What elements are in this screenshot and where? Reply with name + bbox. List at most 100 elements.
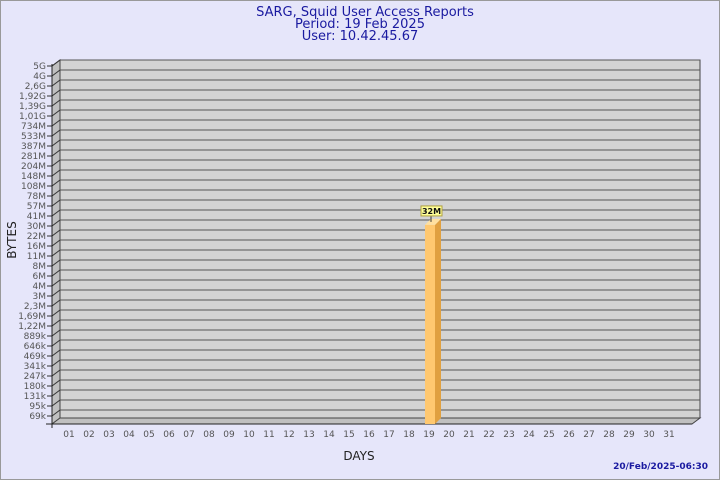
x-tick-label: 07 [183, 430, 194, 440]
y-tick-label: 4G [33, 72, 46, 82]
plot-back-wall [59, 59, 701, 419]
y-tick-diagonal [51, 149, 61, 157]
y-tick-diagonal [51, 199, 61, 207]
x-tick-label: 20 [443, 430, 455, 440]
y-tick-label: 4M [33, 282, 47, 292]
y-axis-label: BYTES [5, 221, 19, 258]
y-tick-diagonal [51, 209, 61, 217]
y-tick-label: 131k [24, 392, 47, 402]
y-tick-diagonal [51, 349, 61, 357]
y-tick-diagonal [51, 389, 61, 397]
chart-user: User: 10.42.45.67 [302, 29, 418, 44]
y-tick-diagonal [51, 269, 61, 277]
x-axis-label: DAYS [343, 449, 374, 463]
y-tick-label: 41M [27, 212, 46, 222]
x-tick-label: 27 [583, 430, 594, 440]
y-tick-label: 11M [27, 252, 46, 262]
y-tick-label: 1,01G [19, 112, 46, 122]
y-tick-label: 148M [21, 172, 46, 182]
x-tick-label: 04 [123, 430, 135, 440]
y-tick-diagonal [51, 139, 61, 147]
y-tick-label: 30M [27, 222, 46, 232]
y-tick-diagonal [51, 59, 61, 67]
y-tick-label: 1,69M [18, 312, 46, 322]
x-tick-label: 05 [143, 430, 154, 440]
x-tick-label: 17 [383, 430, 394, 440]
y-tick-label: 533M [21, 132, 46, 142]
y-tick-diagonal [51, 119, 61, 127]
x-tick-label: 28 [603, 430, 615, 440]
y-tick-diagonal [51, 109, 61, 117]
y-tick-label: 1,39G [19, 102, 46, 112]
y-tick-label: 57M [27, 202, 46, 212]
x-tick-label: 24 [523, 430, 535, 440]
x-tick-label: 21 [463, 430, 474, 440]
x-tick-label: 23 [503, 430, 514, 440]
y-tick-diagonal [51, 79, 61, 87]
x-tick-label: 11 [263, 430, 274, 440]
y-tick-diagonal [51, 369, 61, 377]
y-tick-label: 16M [27, 242, 46, 252]
y-tick-diagonal [51, 239, 61, 247]
y-tick-diagonal [51, 69, 61, 77]
y-tick-label: 8M [33, 262, 47, 272]
y-tick-label: 281M [21, 152, 46, 162]
y-tick-diagonal [51, 289, 61, 297]
x-tick-label: 30 [643, 430, 655, 440]
y-tick-diagonal [51, 169, 61, 177]
x-tick-label: 10 [243, 430, 255, 440]
x-tick-label: 03 [103, 430, 114, 440]
y-tick-diagonal [51, 299, 61, 307]
y-tick-diagonal [51, 249, 61, 257]
y-tick-label: 95k [29, 402, 46, 412]
x-tick-label: 19 [423, 430, 435, 440]
y-tick-diagonal [51, 259, 61, 267]
y-tick-diagonal [51, 319, 61, 327]
y-tick-diagonal [51, 359, 61, 367]
y-tick-label: 5G [33, 62, 46, 72]
chart-title: SARG, Squid User Access Reports [256, 5, 474, 20]
x-tick-label: 14 [323, 430, 335, 440]
x-tick-label: 12 [283, 430, 294, 440]
data-label-box [420, 205, 443, 217]
y-tick-diagonal [51, 409, 61, 417]
bar [425, 224, 435, 424]
y-tick-label: 387M [21, 142, 46, 152]
y-tick-label: 3M [33, 292, 47, 302]
x-tick-label: 09 [223, 430, 235, 440]
y-tick-diagonal [51, 129, 61, 137]
y-tick-label: 1,92G [19, 92, 46, 102]
y-tick-diagonal [51, 329, 61, 337]
x-tick-label: 13 [303, 430, 314, 440]
y-tick-label: 108M [21, 182, 46, 192]
y-tick-label: 78M [27, 192, 46, 202]
x-tick-label: 25 [543, 430, 554, 440]
x-tick-label: 16 [363, 430, 375, 440]
x-tick-label: 06 [163, 430, 175, 440]
x-tick-label: 31 [663, 430, 674, 440]
y-tick-diagonal [51, 99, 61, 107]
y-tick-label: 2,6G [25, 82, 46, 92]
y-tick-label: 247k [24, 372, 47, 382]
y-tick-diagonal [51, 229, 61, 237]
y-tick-label: 22M [27, 232, 46, 242]
chart-period: Period: 19 Feb 2025 [295, 17, 425, 32]
x-tick-label: 15 [343, 430, 354, 440]
y-tick-label: 469k [24, 352, 47, 362]
bar-top [425, 218, 441, 225]
y-tick-diagonal [51, 179, 61, 187]
x-tick-label: 26 [563, 430, 575, 440]
x-tick-label: 02 [83, 430, 94, 440]
y-tick-diagonal [51, 309, 61, 317]
y-tick-label: 6M [33, 272, 47, 282]
y-tick-label: 646k [24, 342, 47, 352]
y-tick-label: 889k [24, 332, 47, 342]
y-tick-label: 1,22M [18, 322, 46, 332]
y-tick-label: 734M [21, 122, 46, 132]
y-tick-diagonal [51, 379, 61, 387]
y-tick-diagonal [51, 339, 61, 347]
x-tick-label: 29 [623, 430, 635, 440]
y-tick-diagonal [51, 89, 61, 97]
y-tick-diagonal [51, 219, 61, 227]
